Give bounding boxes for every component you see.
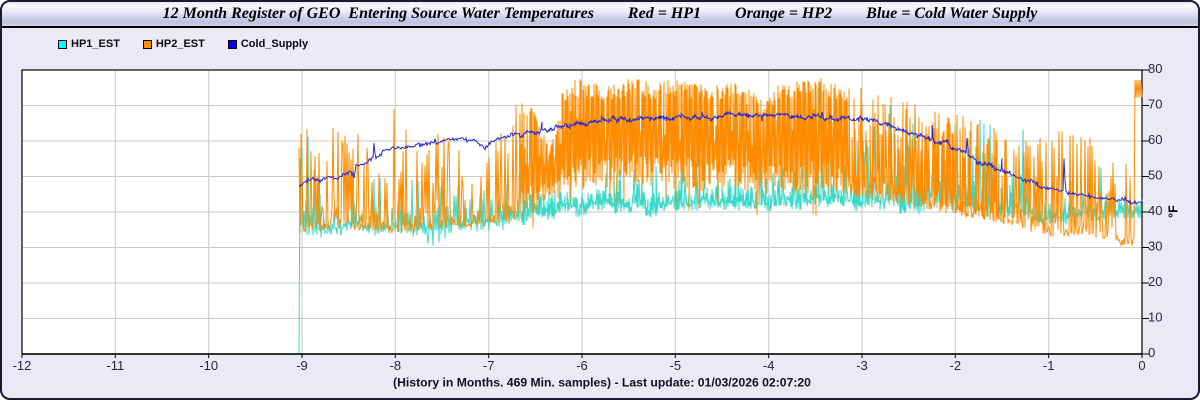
svg-text:-9: -9 bbox=[296, 358, 308, 373]
svg-text:-11: -11 bbox=[106, 358, 124, 373]
svg-text:70: 70 bbox=[1148, 96, 1162, 111]
svg-text:60: 60 bbox=[1148, 132, 1162, 147]
svg-text:-6: -6 bbox=[576, 358, 588, 373]
svg-text:(History in Months. 469 Min. s: (History in Months. 469 Min. samples) - … bbox=[393, 376, 811, 390]
svg-text:-5: -5 bbox=[670, 358, 682, 373]
svg-text:-2: -2 bbox=[950, 358, 962, 373]
svg-text:30: 30 bbox=[1148, 238, 1162, 253]
svg-text:-8: -8 bbox=[390, 358, 402, 373]
svg-text:-12: -12 bbox=[13, 358, 32, 373]
svg-text:°F: °F bbox=[1167, 205, 1181, 218]
svg-text:40: 40 bbox=[1148, 203, 1162, 218]
svg-text:-4: -4 bbox=[763, 358, 775, 373]
svg-text:20: 20 bbox=[1148, 274, 1162, 289]
svg-text:0: 0 bbox=[1138, 358, 1145, 373]
svg-text:-7: -7 bbox=[483, 358, 495, 373]
svg-text:50: 50 bbox=[1148, 167, 1162, 182]
svg-text:-10: -10 bbox=[199, 358, 218, 373]
svg-text:10: 10 bbox=[1148, 309, 1162, 324]
svg-text:-1: -1 bbox=[1043, 358, 1055, 373]
svg-text:0: 0 bbox=[1148, 345, 1155, 360]
svg-text:80: 80 bbox=[1148, 61, 1162, 76]
svg-text:-3: -3 bbox=[856, 358, 868, 373]
